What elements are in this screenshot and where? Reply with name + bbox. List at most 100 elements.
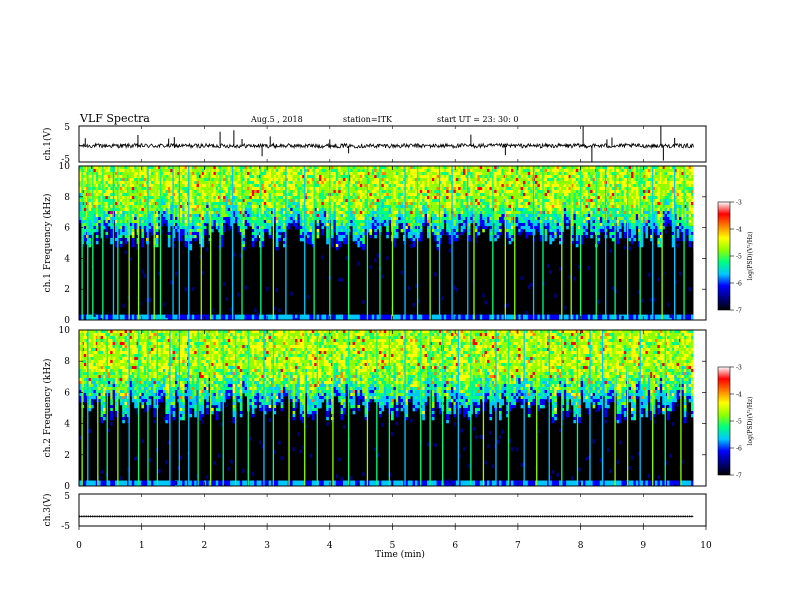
- spectrogram-cell: [285, 199, 289, 203]
- spectrogram-cell: [427, 229, 430, 233]
- spectrogram-cell: [251, 169, 255, 173]
- spectrogram-cell: [424, 175, 428, 179]
- spectrogram-cell: [220, 205, 224, 209]
- spectrogram-cell: [417, 166, 421, 170]
- spectrogram-cell: [268, 166, 272, 170]
- spectrogram-cell: [223, 184, 226, 188]
- spectrogram-cell: [220, 202, 224, 206]
- spectrogram-cell: [343, 223, 346, 227]
- spectrogram-cell: [441, 175, 445, 179]
- spectrogram-cell: [477, 190, 481, 194]
- spectrogram-cell: [511, 217, 514, 221]
- spectrogram-cell: [283, 214, 286, 218]
- spectrogram-cell: [508, 211, 512, 215]
- spectrogram-cell: [424, 187, 428, 191]
- spectrogram-cell: [338, 199, 341, 203]
- spectrogram-cell: [119, 205, 123, 209]
- spectrogram-cell: [393, 181, 397, 185]
- spectrogram-cell: [518, 169, 521, 173]
- spectrogram-cell: [251, 244, 255, 248]
- spectrogram-cell: [129, 226, 133, 230]
- spectrogram-cell: [352, 238, 356, 242]
- spectrogram-cell: [235, 172, 238, 176]
- spectrogram-cell: [256, 202, 260, 206]
- spectrogram-cell: [551, 175, 555, 179]
- spectrogram-cell: [211, 196, 214, 200]
- spectrogram-cell: [415, 169, 418, 173]
- spectrogram-cell: [424, 220, 428, 224]
- spectrogram-cell: [386, 169, 389, 173]
- spectrogram-cell: [249, 175, 253, 179]
- spectrogram-cell: [359, 217, 363, 221]
- spectrogram-cell: [419, 178, 423, 182]
- spectrogram-cell: [448, 238, 452, 242]
- spectrogram-cell: [129, 178, 133, 182]
- spectrogram-cell: [499, 172, 502, 176]
- spectrogram-cell: [434, 175, 437, 179]
- spectrogram-cell: [271, 205, 274, 209]
- spectrogram-cell: [547, 223, 550, 227]
- spectrogram-cell: [511, 226, 514, 230]
- spectrogram-cell: [415, 205, 418, 209]
- spectrogram-cell: [98, 217, 101, 221]
- spectrogram-cell: [424, 184, 428, 188]
- spectrogram-cell: [436, 181, 440, 185]
- spectrogram-cell: [523, 199, 526, 203]
- low-frequency-band: [489, 314, 493, 320]
- spectrogram-cell: [400, 226, 404, 230]
- spectrogram-cell: [129, 175, 133, 179]
- low-frequency-band: [407, 314, 411, 320]
- spectrogram-cell: [362, 208, 365, 212]
- spectrogram-cell: [455, 232, 459, 236]
- spectrogram-cell: [407, 226, 411, 230]
- spectrogram-cell: [383, 196, 387, 200]
- spectrogram-cell: [167, 172, 171, 176]
- spectrogram-cell: [535, 214, 538, 218]
- spectrogram-cell: [275, 214, 279, 218]
- spectrogram-cell: [393, 169, 397, 173]
- spectrogram-cell: [83, 172, 87, 176]
- spectrogram-cell: [374, 220, 377, 224]
- spectrogram-cell: [520, 199, 524, 203]
- noise-speckle: [227, 226, 231, 231]
- spectrogram-cell: [170, 178, 173, 182]
- spectrogram-cell: [487, 208, 490, 212]
- spectrogram-cell: [443, 175, 447, 179]
- spectrogram-cell: [287, 193, 291, 197]
- spectrogram-cell: [424, 214, 428, 218]
- spectrogram-cell: [501, 196, 505, 200]
- spectrogram-cell: [463, 175, 466, 179]
- spectrogram-cell: [151, 229, 154, 233]
- spectrogram-cell: [287, 190, 291, 194]
- spectrogram-cell: [151, 205, 154, 209]
- spectrogram-cell: [465, 166, 469, 170]
- low-frequency-band: [424, 314, 428, 320]
- spectrogram-cell: [374, 208, 377, 212]
- spectrogram-cell: [100, 193, 104, 197]
- spectrogram-cell: [405, 220, 409, 224]
- spectrogram-cell: [518, 190, 521, 194]
- spectrogram-cell: [340, 214, 344, 218]
- spectrogram-cell: [283, 217, 286, 221]
- spectrogram-cell: [304, 211, 308, 215]
- spectrogram-cell: [335, 211, 339, 215]
- spectrogram-cell: [551, 178, 555, 182]
- spectrogram-cell: [386, 196, 389, 200]
- spectrogram-cell: [415, 190, 418, 194]
- spectrogram-cell: [297, 217, 301, 221]
- spectrogram-cell: [163, 172, 166, 176]
- spectrogram-cell: [479, 202, 483, 206]
- spectrogram-cell: [263, 199, 267, 203]
- spectrogram-cell: [134, 208, 137, 212]
- spectrogram-cell: [256, 172, 260, 176]
- spectrogram-cell: [427, 226, 430, 230]
- spectrogram-cell: [554, 220, 557, 224]
- spectrogram-cell: [331, 178, 334, 182]
- spectrogram-cell: [79, 196, 82, 200]
- spectrogram-cell: [220, 196, 224, 200]
- spectrogram-cell: [362, 193, 365, 197]
- spectrogram-cell: [537, 190, 541, 194]
- spectrogram-cell: [352, 232, 356, 236]
- spectrogram-cell: [170, 202, 173, 206]
- spectrogram-cell: [511, 220, 514, 224]
